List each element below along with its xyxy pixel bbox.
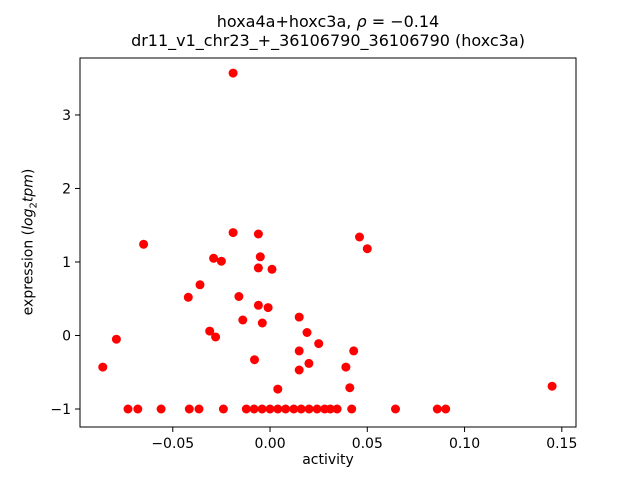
y-axis-label-log: log: [20, 208, 37, 230]
scatter-point: [302, 328, 312, 337]
scatter-point: [391, 404, 400, 414]
scatter-point: [289, 404, 299, 414]
scatter-point: [255, 252, 265, 262]
axes-box: [79, 57, 577, 428]
scatter-point: [184, 404, 194, 414]
x-axis-label: activity: [302, 452, 354, 468]
scatter-point: [273, 404, 283, 414]
scatter-point: [263, 303, 273, 313]
scatter-point: [253, 229, 263, 239]
scatter-point: [257, 318, 267, 328]
scatter-point: [249, 404, 259, 414]
scatter-point: [228, 228, 238, 238]
x-axis-tick-label: 0.05: [352, 436, 383, 452]
scatter-point: [216, 256, 226, 266]
scatter-point: [294, 365, 304, 375]
title-line-1: hoxa4a+hoxc3a, ρ = −0.14: [80, 12, 576, 31]
scatter-point: [265, 404, 275, 414]
scatter-point: [238, 315, 248, 325]
scatter-point: [241, 404, 251, 414]
y-axis-tick-label: 1: [62, 255, 71, 271]
scatter-point: [123, 404, 133, 414]
x-axis-tick-label: 0.00: [254, 436, 285, 452]
title-line-2: dr11_v1_chr23_+_36106790_36106790 (hoxc3…: [131, 31, 525, 50]
scatter-point: [211, 332, 221, 342]
scatter-point: [325, 404, 335, 414]
scatter-point: [362, 244, 372, 254]
scatter-point: [183, 292, 193, 302]
scatter-point: [257, 404, 267, 414]
scatter-point: [341, 362, 351, 372]
scatter-point: [312, 404, 322, 414]
y-axis-label: expression (log2tpm): [21, 169, 40, 316]
title-rho-symbol: ρ: [356, 12, 367, 31]
scatter-point: [304, 404, 314, 414]
scatter-point: [234, 292, 244, 301]
scatter-point: [133, 404, 143, 414]
scatter-point: [98, 362, 108, 372]
x-axis-tick-label: 0.15: [546, 436, 577, 452]
y-axis-label-tpm: tpm: [20, 174, 37, 203]
title-rho-value: = −0.14: [366, 12, 440, 31]
scatter-point: [156, 404, 166, 414]
scatter-point: [332, 404, 342, 414]
scatter-point: [432, 404, 442, 414]
y-axis-tick-label: −1: [50, 402, 71, 418]
y-axis-label-suffix: ): [20, 168, 37, 175]
scatter-point: [294, 346, 304, 356]
scatter-point: [347, 404, 357, 414]
scatter-point: [296, 404, 306, 414]
scatter-point: [294, 312, 304, 322]
scatter-point: [205, 326, 215, 336]
scatter-point: [218, 404, 228, 414]
scatter-point: [253, 300, 263, 310]
scatter-point: [345, 383, 355, 393]
scatter-point: [304, 358, 314, 368]
scatter-point: [250, 355, 259, 365]
scatter-point: [267, 264, 277, 274]
scatter-point: [228, 68, 238, 78]
scatter-point: [195, 280, 205, 290]
scatter-point: [253, 263, 263, 273]
y-axis-label-prefix: expression (: [20, 229, 37, 316]
scatter-point: [314, 339, 324, 349]
scatter-point: [194, 404, 204, 414]
scatter-point: [547, 381, 557, 391]
scatter-point: [349, 346, 359, 356]
x-axis-tick-label: −0.05: [151, 436, 194, 452]
scatter-point: [281, 404, 291, 414]
scatter-point: [355, 232, 364, 242]
scatter-point: [209, 253, 219, 263]
y-axis-tick-label: 3: [62, 108, 71, 124]
y-axis-label-subscript: 2: [28, 202, 40, 209]
y-axis-tick-label: 0: [62, 328, 71, 344]
scatter-point: [139, 239, 149, 249]
scatter-point: [111, 334, 121, 344]
title-gene-pair: hoxa4a+hoxc3a,: [216, 12, 357, 31]
chart-title: hoxa4a+hoxc3a, ρ = −0.14 dr11_v1_chr23_+…: [80, 12, 576, 50]
x-axis-tick-label: 0.10: [449, 436, 480, 452]
scatter-point: [441, 404, 451, 414]
y-axis-tick-label: 2: [62, 181, 71, 197]
scatter-point: [273, 384, 283, 394]
